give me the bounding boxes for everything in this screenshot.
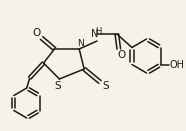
- Text: S: S: [54, 81, 61, 91]
- Text: H: H: [95, 28, 101, 37]
- Text: O: O: [118, 50, 126, 60]
- Text: N: N: [91, 29, 99, 39]
- Text: OH: OH: [169, 59, 185, 70]
- Text: O: O: [33, 28, 41, 38]
- Text: N: N: [77, 39, 84, 48]
- Text: S: S: [103, 81, 109, 91]
